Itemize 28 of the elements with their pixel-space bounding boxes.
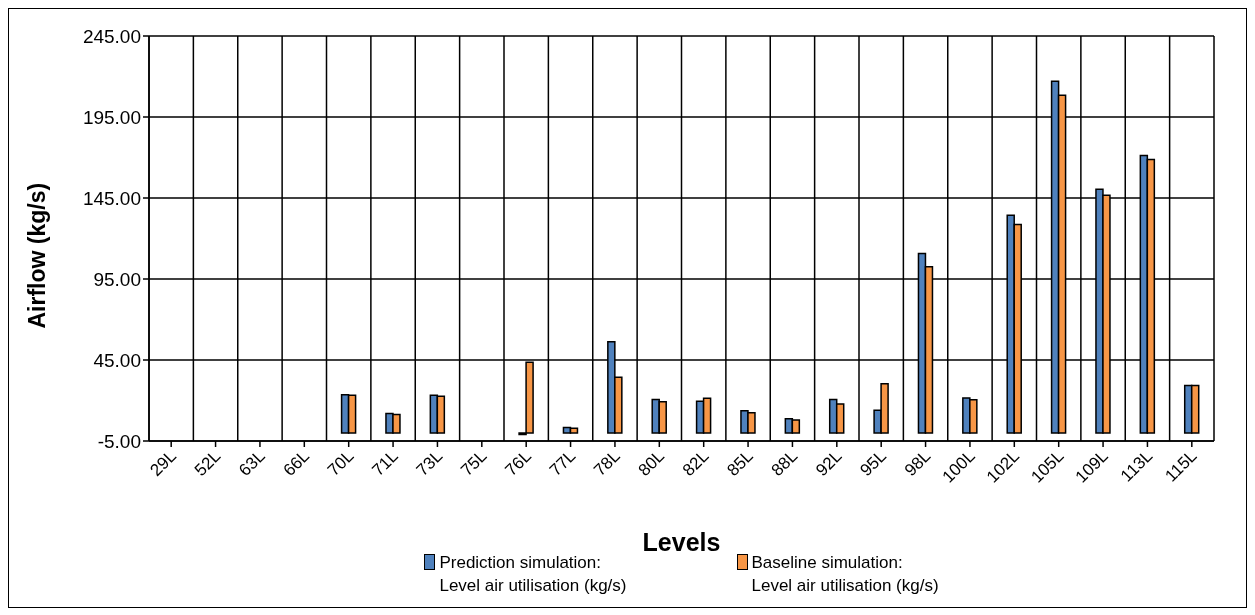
x-tick-label: 52L [190, 446, 225, 480]
y-tick-label: 195.00 [82, 106, 141, 128]
y-tick-label: 145.00 [82, 187, 141, 209]
x-tick-label: 78L [590, 446, 624, 480]
x-tick-label: 98L [900, 446, 935, 480]
x-tick-label: 82L [679, 446, 713, 480]
x-tick-label: 80L [634, 446, 669, 480]
x-tick-label: 85L [723, 446, 757, 480]
x-tick-label: 63L [235, 446, 269, 480]
x-tick-label: 76L [501, 446, 536, 480]
x-tick-label: 70L [324, 446, 358, 480]
x-tick-label: 95L [856, 446, 891, 480]
x-tick-label: 88L [767, 446, 802, 480]
x-tick-label: 29L [146, 446, 181, 480]
legend-label: Prediction simulation: Level air utilisation (kg/s) [439, 552, 627, 597]
x-tick-label: 77L [545, 446, 580, 480]
x-tick-label: 75L [457, 446, 491, 480]
y-tick-label: -5.00 [97, 430, 141, 452]
x-tick-label: 73L [412, 446, 447, 480]
x-tick-label: 71L [368, 446, 402, 480]
legend-label: Baseline simulation: Level air utilisation (kg/s) [751, 552, 939, 597]
x-axis-title: Levels [642, 528, 721, 556]
x-tick-label: 92L [812, 446, 846, 480]
y-tick-label: 245.00 [82, 25, 141, 47]
x-tick-label: 66L [279, 446, 314, 480]
y-tick-label: 95.00 [93, 268, 141, 290]
y-tick-label: 45.00 [93, 349, 141, 371]
y-axis-title: Airflow (kg/s) [24, 182, 51, 329]
